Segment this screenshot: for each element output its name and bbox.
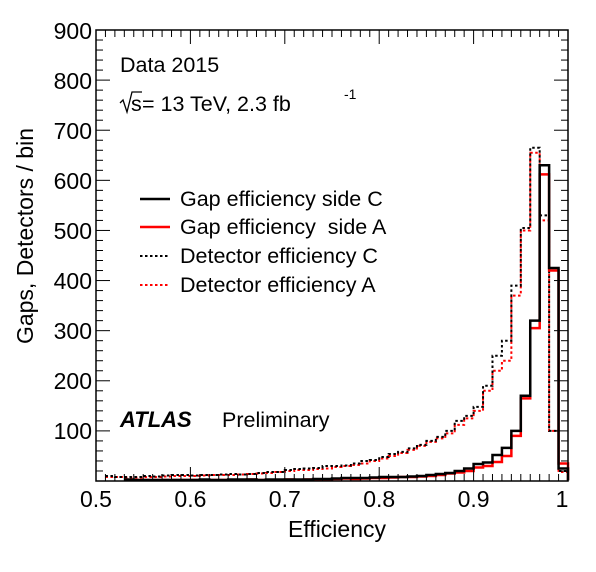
energy-exponent: -1	[344, 86, 357, 102]
y-tick-label: 100	[54, 418, 92, 444]
legend-label: Detector efficiency C	[180, 244, 378, 268]
x-tick-labels: 0.5 0.6 0.7 0.8 0.9 1	[80, 486, 568, 512]
y-tick-label: 600	[54, 168, 92, 194]
y-tick-label: 900	[54, 18, 92, 44]
y-tick-label: 200	[54, 368, 92, 394]
y-axis-title: Gaps, Detectors / bin	[12, 128, 38, 344]
preliminary-label: Preliminary	[222, 408, 330, 432]
energy-text: = 13 TeV, 2.3 fb	[142, 92, 291, 116]
data-annotation: Data 2015	[120, 53, 219, 77]
x-tick-label: 1	[556, 486, 569, 512]
x-tick-label: 0.8	[363, 486, 395, 512]
y-tick-label: 700	[54, 118, 92, 144]
axis-ticks	[95, 29, 569, 482]
y-tick-labels: 100 200 300 400 500 600 700 800 900	[54, 18, 92, 444]
legend: Gap efficiency side C Gap efficiency sid…	[140, 187, 387, 297]
energy-annotation: s = 13 TeV, 2.3 fb -1	[119, 86, 357, 116]
y-tick-label: 500	[54, 218, 92, 244]
x-tick-label: 0.5	[80, 486, 112, 512]
atlas-label: ATLAS	[119, 407, 192, 432]
energy-sqrt-symbol: s	[131, 92, 142, 116]
legend-label: Gap efficiency side A	[180, 215, 387, 239]
y-tick-label: 400	[54, 268, 92, 294]
legend-label: Gap efficiency side C	[180, 187, 383, 211]
x-axis-title: Efficiency	[288, 516, 387, 542]
x-tick-label: 0.6	[174, 486, 206, 512]
y-tick-label: 800	[54, 68, 92, 94]
y-tick-label: 300	[54, 318, 92, 344]
x-tick-label: 0.9	[458, 486, 490, 512]
legend-label: Detector efficiency A	[180, 273, 376, 297]
x-tick-label: 0.7	[269, 486, 301, 512]
sqrt-sign-icon	[119, 91, 142, 115]
